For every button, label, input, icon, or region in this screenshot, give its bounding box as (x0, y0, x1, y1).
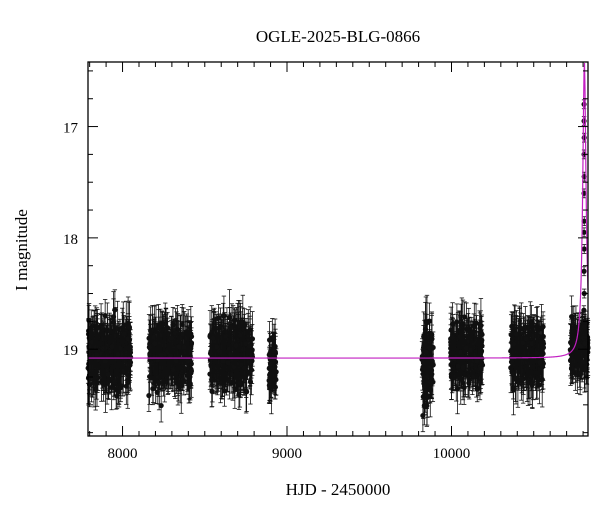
data-marker (232, 330, 238, 337)
data-marker (86, 344, 92, 350)
data-point (93, 333, 100, 376)
data-marker (181, 344, 187, 350)
data-marker (187, 381, 193, 388)
data-marker (102, 313, 108, 319)
data-marker (225, 360, 231, 366)
data-marker (236, 391, 242, 398)
data-marker (89, 339, 95, 345)
data-marker (158, 352, 165, 358)
data-marker (115, 326, 121, 332)
data-marker (155, 324, 162, 330)
data-marker (127, 344, 133, 350)
data-point (123, 367, 129, 405)
data-marker (186, 349, 192, 356)
data-points (85, 99, 591, 433)
data-marker (219, 349, 225, 355)
data-marker (123, 383, 129, 389)
data-marker (188, 368, 195, 374)
data-marker (175, 350, 182, 356)
data-marker (240, 346, 247, 352)
data-marker (115, 351, 121, 357)
data-marker (125, 336, 131, 342)
data-marker (246, 343, 253, 349)
data-marker (237, 380, 243, 386)
data-marker (233, 342, 239, 349)
data-point (102, 345, 108, 377)
data-point (109, 333, 115, 360)
data-marker (146, 344, 152, 350)
data-marker (93, 352, 100, 358)
data-marker (91, 380, 97, 386)
data-marker (228, 324, 234, 331)
data-marker (168, 335, 175, 341)
data-marker (176, 344, 182, 350)
data-marker (227, 378, 233, 384)
data-marker (249, 336, 256, 342)
data-marker (246, 359, 252, 366)
data-marker (214, 344, 220, 350)
data-marker (220, 313, 226, 319)
data-point (112, 368, 118, 396)
y-axis-label: I magnitude (12, 209, 31, 291)
data-marker (112, 379, 118, 385)
data-point (102, 299, 108, 333)
data-point (126, 300, 133, 354)
data-marker (207, 350, 214, 357)
data-marker (117, 345, 123, 352)
data-marker (105, 371, 111, 378)
data-point (115, 342, 121, 366)
data-marker (93, 386, 99, 393)
data-marker (185, 358, 191, 364)
data-point (117, 323, 123, 374)
data-marker (86, 317, 92, 324)
data-marker (151, 334, 157, 340)
data-marker (220, 358, 226, 364)
data-point (111, 308, 118, 363)
chart-title: OGLE-2025-BLG-0866 (256, 27, 420, 46)
data-marker (210, 335, 216, 341)
data-marker (102, 345, 108, 351)
data-marker (102, 358, 108, 365)
data-marker (241, 365, 247, 371)
x-axis-label: HJD - 2450000 (286, 480, 391, 499)
data-marker (152, 341, 158, 347)
data-marker (107, 328, 113, 334)
data-marker (109, 343, 115, 350)
data-marker (126, 324, 133, 330)
data-marker (121, 331, 127, 337)
